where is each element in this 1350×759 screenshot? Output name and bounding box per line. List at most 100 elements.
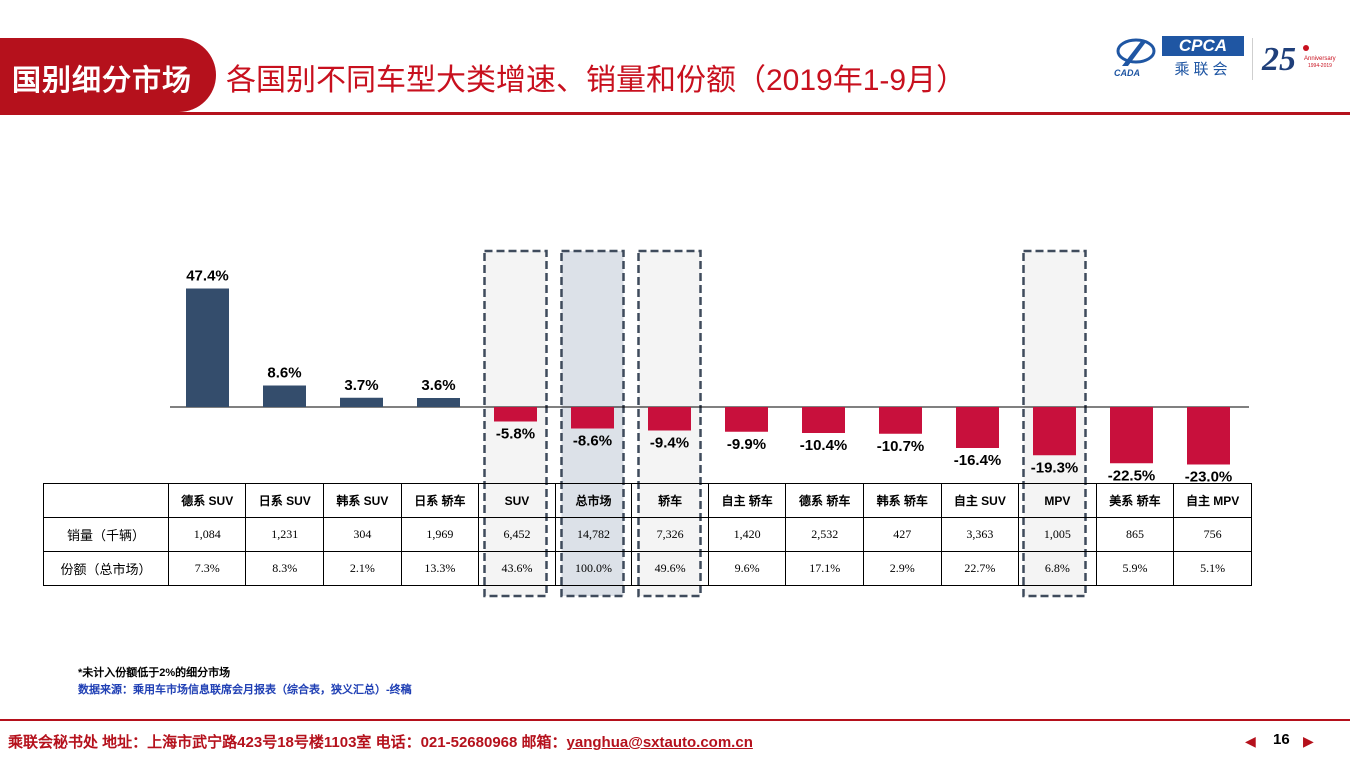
table-header-cell: 日系 SUV bbox=[245, 483, 325, 518]
footer-contact: 乘联会秘书处 地址：上海市武宁路423号18号楼1103室 电话：021-526… bbox=[8, 731, 753, 752]
data-label: -10.7% bbox=[877, 438, 925, 455]
table-cell: 865 bbox=[1095, 517, 1175, 552]
table-cell: 1,420 bbox=[707, 517, 787, 552]
footer-divider bbox=[0, 719, 1350, 721]
cpca-logo: CPCA 乘联会 bbox=[1162, 36, 1246, 80]
bar bbox=[263, 385, 306, 407]
table-cell: 3,363 bbox=[940, 517, 1020, 552]
table-cell: 5.9% bbox=[1095, 551, 1175, 586]
table-row: 销量（千辆） 1,084 1,231 304 1,969 6,452 14,782 7,326… bbox=[43, 517, 1252, 552]
table-header-cell: SUV bbox=[478, 483, 556, 518]
data-label: -9.4% bbox=[650, 435, 689, 452]
table-cell: 6.8% bbox=[1018, 551, 1097, 586]
table-header-cell: MPV bbox=[1018, 483, 1097, 518]
table-header-cell: 德系 SUV bbox=[167, 483, 247, 518]
table-cell: 7.3% bbox=[167, 551, 247, 586]
section-tag-label: 国别细分市场 bbox=[12, 65, 193, 97]
table-row: 份额（总市场） 7.3% 8.3% 2.1% 13.3% 43.6% 100.0% 49.6%… bbox=[43, 551, 1252, 586]
footnote: *未计入份额低于2%的细分市场 bbox=[78, 667, 231, 679]
anniversary-logo: 25 Anniversary 1994-2019 bbox=[1260, 36, 1346, 82]
data-label: -22.5% bbox=[1108, 467, 1156, 484]
bars-layer bbox=[186, 288, 1230, 465]
table-header-cell: 自主 轿车 bbox=[707, 483, 787, 518]
bar bbox=[879, 407, 922, 434]
table-cell: 100.0% bbox=[554, 551, 633, 586]
svg-text:1994-2019: 1994-2019 bbox=[1308, 63, 1332, 69]
next-page-icon[interactable]: ▶ bbox=[1303, 733, 1314, 749]
table-header-cell: 总市场 bbox=[554, 483, 633, 518]
table-cell: 2,532 bbox=[785, 517, 864, 552]
cada-logo: CADA bbox=[1112, 36, 1158, 80]
bar bbox=[956, 407, 999, 448]
data-label: 3.7% bbox=[344, 377, 378, 394]
table-header-cell: 美系 轿车 bbox=[1095, 483, 1175, 518]
table-cell: 756 bbox=[1173, 517, 1252, 552]
table-cell: 7,326 bbox=[631, 517, 709, 552]
bar bbox=[1033, 407, 1076, 456]
table-cell: 43.6% bbox=[478, 551, 556, 586]
table-header-cell bbox=[43, 483, 169, 518]
logo-divider bbox=[1252, 38, 1253, 80]
data-label: -10.4% bbox=[800, 437, 848, 454]
svg-text:25: 25 bbox=[1261, 41, 1296, 78]
table-cell: 14,782 bbox=[554, 517, 633, 552]
table-header-cell: 德系 轿车 bbox=[785, 483, 864, 518]
table-cell: 9.6% bbox=[707, 551, 787, 586]
bar bbox=[1110, 407, 1153, 464]
bar bbox=[802, 407, 845, 433]
svg-text:Anniversary: Anniversary bbox=[1304, 56, 1336, 62]
data-label: -19.3% bbox=[1031, 459, 1079, 476]
slide-header: 国别细分市场 各国别不同车型大类增速、销量和份额（2019年1-9月） CADA… bbox=[0, 36, 1350, 116]
svg-text:CADA: CADA bbox=[1114, 68, 1140, 78]
data-label: 47.4% bbox=[186, 268, 229, 285]
table-cell: 49.6% bbox=[631, 551, 709, 586]
table-cell: 17.1% bbox=[785, 551, 864, 586]
data-label: -16.4% bbox=[954, 452, 1002, 469]
footer-email-link[interactable]: yanghua@sxtauto.com.cn bbox=[566, 734, 753, 751]
data-label: -5.8% bbox=[496, 426, 535, 443]
table-cell: 8.3% bbox=[245, 551, 325, 586]
bar bbox=[725, 407, 768, 432]
page-number: 16 bbox=[1273, 731, 1290, 748]
table-cell: 1,005 bbox=[1018, 517, 1097, 552]
table-cell: 2.1% bbox=[323, 551, 402, 586]
data-label: -9.9% bbox=[727, 436, 766, 453]
table-row-label: 份额（总市场） bbox=[43, 551, 169, 586]
data-label: 3.6% bbox=[421, 377, 455, 394]
table-cell: 13.3% bbox=[400, 551, 480, 586]
bar bbox=[571, 407, 614, 429]
table-header-cell: 日系 轿车 bbox=[400, 483, 480, 518]
table-cell: 1,084 bbox=[167, 517, 247, 552]
table-cell: 6,452 bbox=[478, 517, 556, 552]
page-title: 各国别不同车型大类增速、销量和份额（2019年1-9月） bbox=[226, 64, 967, 97]
bar bbox=[1187, 407, 1230, 465]
bar bbox=[494, 407, 537, 422]
bar bbox=[340, 397, 383, 407]
table-header-cell: 自主 MPV bbox=[1173, 483, 1252, 518]
data-label: -8.6% bbox=[573, 433, 612, 450]
bar bbox=[417, 398, 460, 407]
table-header-cell: 韩系 SUV bbox=[323, 483, 402, 518]
table-cell: 22.7% bbox=[940, 551, 1020, 586]
data-table: 德系 SUV 日系 SUV 韩系 SUV 日系 轿车 SUV 总市场 轿车 自主 轿车 德系 轿… bbox=[43, 483, 1252, 586]
bar bbox=[648, 407, 691, 431]
table-cell: 1,231 bbox=[245, 517, 325, 552]
footer-contact-text: 乘联会秘书处 地址：上海市武宁路423号18号楼1103室 电话：021-526… bbox=[8, 734, 567, 751]
table-cell: 2.9% bbox=[862, 551, 942, 586]
table-cell: 1,969 bbox=[400, 517, 480, 552]
section-tag: 国别细分市场 bbox=[0, 38, 216, 112]
data-label: 8.6% bbox=[267, 365, 301, 382]
table-row-label: 销量（千辆） bbox=[43, 517, 169, 552]
table-cell: 304 bbox=[323, 517, 402, 552]
table-header-cell: 自主 SUV bbox=[940, 483, 1020, 518]
table-header-row: 德系 SUV 日系 SUV 韩系 SUV 日系 轿车 SUV 总市场 轿车 自主 轿车 德系 轿… bbox=[43, 483, 1252, 518]
data-label: -23.0% bbox=[1185, 469, 1233, 486]
table-cell: 5.1% bbox=[1173, 551, 1252, 586]
header-divider bbox=[0, 112, 1350, 115]
table-cell: 427 bbox=[862, 517, 942, 552]
table-header-cell: 轿车 bbox=[631, 483, 709, 518]
prev-page-icon[interactable]: ◀ bbox=[1245, 733, 1256, 749]
bar bbox=[186, 288, 229, 407]
labels-layer: 47.4% 8.6% 3.7% 3.6% -5.8% -8.6% -9.4% -9.9% -10… bbox=[186, 268, 1232, 486]
